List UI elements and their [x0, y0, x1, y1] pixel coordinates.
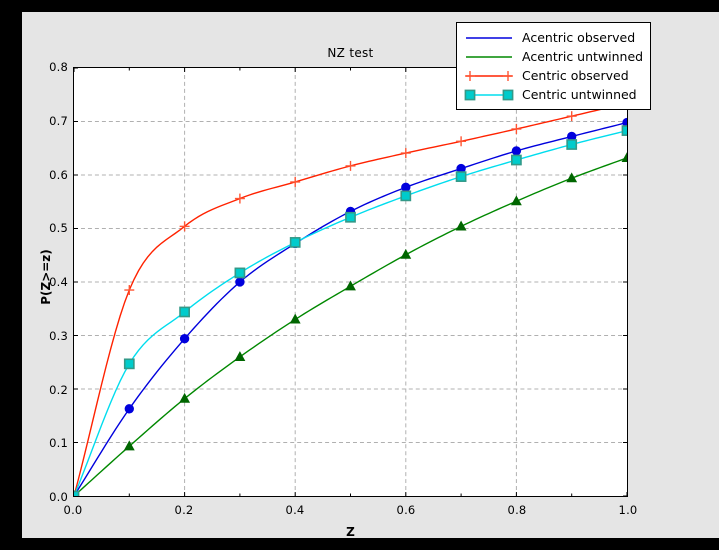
data-series-layer [74, 98, 627, 496]
y-tick-label: 0.2 [49, 382, 68, 397]
y-tick-label: 0.8 [49, 60, 68, 74]
series-2 [74, 98, 627, 496]
legend-swatch-square-icon [464, 89, 514, 100]
x-tick-label: 0.4 [285, 503, 305, 517]
y-tick-label: 0.7 [49, 113, 68, 128]
legend-swatch-circle-icon [466, 36, 512, 39]
chart-title: NZ test [327, 46, 374, 60]
x-tick-label: 0.8 [507, 503, 527, 517]
gridlines [74, 68, 627, 496]
legend-item[interactable]: Acentric observed [463, 28, 643, 47]
y-tick-label: 0.5 [49, 221, 68, 236]
series-0 [74, 117, 627, 496]
legend-item[interactable]: Centric untwinned [463, 85, 643, 104]
legend-label: Acentric untwinned [522, 49, 644, 64]
series-3 [74, 125, 627, 496]
y-tick-label: 0.4 [49, 275, 68, 289]
x-tick-label: 0.2 [174, 503, 194, 517]
plot-inner [73, 67, 628, 497]
y-axis-label: P(Z>=z) [39, 249, 53, 305]
y-tick-label: 0.1 [49, 436, 68, 451]
y-tick-label: 0.3 [49, 328, 68, 343]
x-axis-tick-labels: 0.0 0.2 0.4 0.6 0.8 1.0 [64, 503, 638, 523]
legend-label: Centric observed [522, 68, 629, 83]
y-tick-label: 0.6 [49, 167, 68, 182]
legend-swatch-plus-icon [465, 70, 513, 81]
y-axis-tick-labels: 0.0 0.1 0.2 0.3 0.4 0.5 0.6 0.7 0.8 [22, 60, 68, 504]
matplotlib-figure: NZ test 0.0 0.1 0.2 0.3 0.4 0.5 0.6 0.7 0.8 0.0 0… [22, 12, 719, 539]
plot-area [73, 67, 628, 497]
chart-legend[interactable]: Acentric observed Acentric untwinned Centr… [456, 22, 652, 110]
y-tick-label: 0.0 [49, 490, 68, 504]
x-tick-label: 0.0 [63, 503, 83, 517]
x-tick-label: 0.6 [396, 503, 416, 517]
x-tick-label: 1.0 [618, 503, 638, 517]
legend-label: Centric untwinned [522, 87, 637, 102]
legend-item[interactable]: Centric observed [463, 66, 643, 85]
x-axis-label: Z [346, 525, 355, 539]
legend-label: Acentric observed [522, 30, 636, 45]
legend-item[interactable]: Acentric untwinned [463, 47, 643, 66]
legend-swatch-triangle-icon [466, 55, 512, 58]
series-1 [74, 152, 627, 496]
